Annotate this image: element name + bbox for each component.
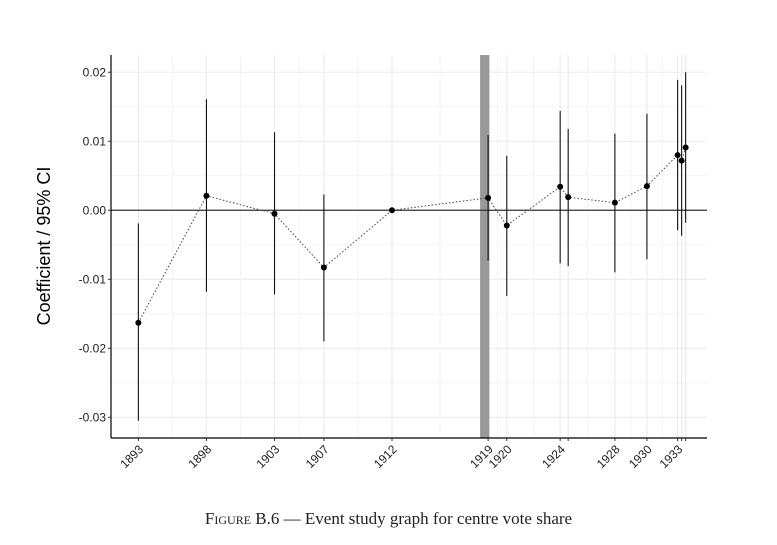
- x-tick-label: 1933: [657, 442, 686, 471]
- grid: [111, 55, 707, 438]
- x-tick-label: 1930: [626, 442, 655, 471]
- x-tick-label: 1893: [117, 442, 146, 471]
- x-tick-label: 1907: [303, 442, 332, 471]
- caption-text: Event study graph for centre vote share: [304, 509, 573, 528]
- data-point: [388, 207, 395, 214]
- data-point: [611, 199, 618, 206]
- data-point: [503, 222, 510, 229]
- x-tick-label: 1920: [486, 442, 515, 471]
- y-tick-label: -0.01: [79, 272, 107, 286]
- connecting-line: [137, 147, 687, 323]
- data-point: [320, 264, 327, 271]
- data-point: [565, 194, 572, 201]
- shaded-band: [480, 55, 490, 438]
- x-tick-label: 1924: [539, 442, 568, 471]
- data-point: [678, 157, 685, 164]
- data-point: [643, 183, 650, 190]
- data-point: [557, 183, 564, 190]
- caption-dash: —: [279, 509, 305, 528]
- x-tick-label: 1903: [254, 442, 283, 471]
- y-tick-label: -0.02: [79, 341, 107, 355]
- x-tick-label: 1912: [371, 442, 400, 471]
- shaded-band-rect: [480, 55, 490, 438]
- y-tick-label: 0.00: [83, 203, 107, 217]
- data-point: [674, 152, 681, 159]
- marks: [111, 72, 707, 421]
- figure-caption: Figure B.6 — Event study graph for centr…: [0, 509, 777, 529]
- x-tick-label: 1928: [594, 442, 623, 471]
- axes: -0.03 -0.02 -0.01 0.00 0.01 0.02 1893 1898 1903 1…: [79, 55, 707, 471]
- figure-label: Figure B.6: [204, 509, 280, 528]
- y-tick-label: 0.02: [83, 65, 107, 79]
- y-tick-label: -0.03: [79, 410, 107, 424]
- y-tick-label: 0.01: [83, 134, 107, 148]
- data-point: [203, 192, 210, 199]
- data-point: [135, 319, 142, 326]
- y-axis-label: Coefficient / 95% CI: [34, 167, 54, 326]
- data-point: [271, 210, 278, 217]
- data-point: [682, 144, 689, 151]
- data-point: [485, 194, 492, 201]
- x-tick-label: 1898: [185, 442, 214, 471]
